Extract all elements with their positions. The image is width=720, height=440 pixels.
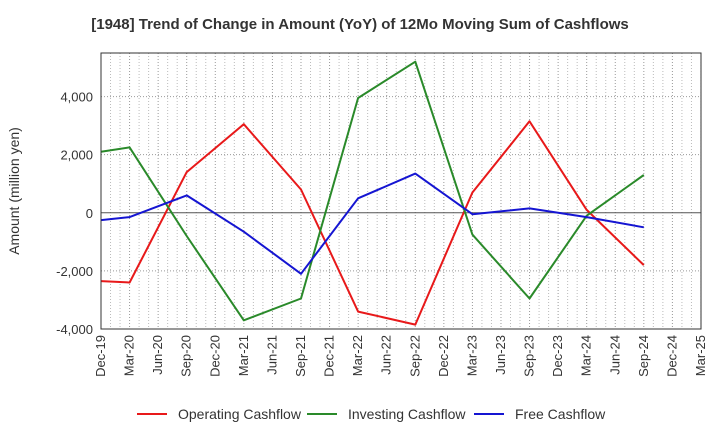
x-tick-labels: Dec-19 Mar-20 Jun-20 Sep-20 Dec-20 Mar-21 Jun-… xyxy=(93,335,708,377)
x-tick-label: Dec-21 xyxy=(322,335,337,377)
y-tick-label: 4,000 xyxy=(60,90,93,105)
legend-label: Free Cashflow xyxy=(515,406,606,422)
plot-frame xyxy=(100,52,702,330)
y-tick-label: 2,000 xyxy=(60,148,93,163)
chart-title: [1948] Trend of Change in Amount (YoY) o… xyxy=(91,16,629,33)
series-line-free-cashflow xyxy=(100,172,644,275)
x-tick-label: Mar-21 xyxy=(236,335,251,376)
x-tick-label: Dec-19 xyxy=(93,335,108,377)
x-tick-label: Sep-21 xyxy=(293,335,308,377)
series-line-operating-cashflow xyxy=(100,120,645,326)
x-tick-label: Jun-24 xyxy=(607,335,622,375)
x-tick-label: Sep-23 xyxy=(522,335,537,377)
x-tick-label: Sep-20 xyxy=(179,335,194,377)
x-tick-label: Mar-24 xyxy=(579,335,594,376)
y-tick-label: 0 xyxy=(86,206,93,221)
legend-label: Investing Cashflow xyxy=(348,406,466,422)
x-tick-label: Dec-23 xyxy=(550,335,565,377)
legend-label: Operating Cashflow xyxy=(178,406,302,422)
x-tick-label: Sep-22 xyxy=(407,335,422,377)
y-axis-label: Amount (million yen) xyxy=(6,127,22,255)
x-tick-label: Dec-20 xyxy=(207,335,222,377)
x-tick-label: Mar-22 xyxy=(350,335,365,376)
y-tick-labels: -4,000 -2,000 0 2,000 4,000 xyxy=(56,90,93,337)
x-tick-label: Jun-22 xyxy=(379,335,394,375)
plot-area xyxy=(101,53,701,329)
y-tick-label: -4,000 xyxy=(56,322,93,337)
series-layer xyxy=(100,60,645,326)
x-tick-label: Dec-24 xyxy=(664,335,679,377)
x-tick-label: Sep-24 xyxy=(636,335,651,377)
x-tick-label: Dec-22 xyxy=(436,335,451,377)
x-tick-label: Mar-20 xyxy=(122,335,137,376)
x-tick-label: Jun-20 xyxy=(150,335,165,375)
x-tick-label: Mar-23 xyxy=(464,335,479,376)
x-tick-label: Mar-25 xyxy=(693,335,708,376)
legend: Operating Cashflow Investing Cashflow Free… xyxy=(137,406,606,422)
y-tick-label: -2,000 xyxy=(56,264,93,279)
x-tick-label: Jun-23 xyxy=(493,335,508,375)
series-line-investing-cashflow xyxy=(100,60,645,322)
x-tick-label: Jun-21 xyxy=(264,335,279,375)
